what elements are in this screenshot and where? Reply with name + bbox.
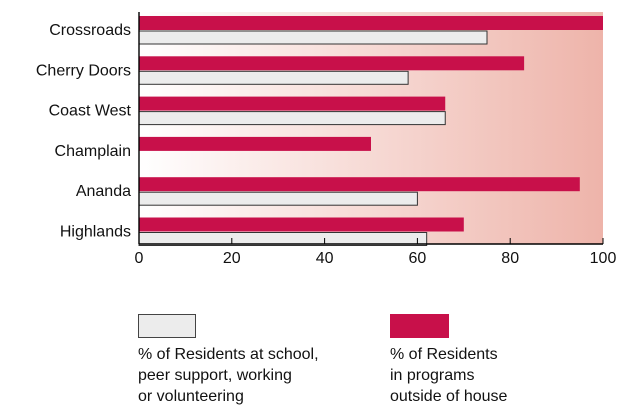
bar-programs-champlain	[139, 136, 371, 151]
legend-label-line: peer support, working	[138, 367, 292, 384]
category-label: Crossroads	[49, 22, 131, 39]
bar-programs-crossroads	[139, 16, 603, 30]
bar-programs-cherry-doors	[139, 56, 525, 71]
legend-swatch-activities	[138, 314, 196, 338]
x-tick-label: 20	[223, 250, 241, 267]
bar-activities-coast-west	[138, 111, 446, 126]
x-tick-label: 60	[409, 250, 427, 267]
category-label: Coast West	[49, 103, 132, 120]
legend-label-programs: % of Residents in programs outside of ho…	[390, 344, 507, 407]
legend-label-line: in programs	[390, 367, 475, 384]
category-label: Cherry Doors	[36, 62, 131, 79]
category-label: Highlands	[60, 224, 131, 241]
legend-swatch-programs	[390, 314, 449, 338]
category-label: Ananda	[76, 183, 131, 200]
x-tick-label: 100	[590, 250, 617, 267]
bar-chart: Crossroads Cherry Doors Coast West Champlai…	[36, 12, 617, 267]
legend-label-line: % of Residents	[390, 346, 498, 363]
legend-label-line: outside of house	[390, 388, 508, 405]
plot-background	[139, 12, 603, 244]
bar-programs-highlands	[139, 217, 464, 232]
category-label: Champlain	[55, 143, 131, 160]
bar-activities-ananda	[138, 191, 418, 206]
legend-label-line: % of Residents at school,	[138, 346, 319, 363]
x-tick-label: 80	[501, 250, 519, 267]
legend-label-activities: % of Residents at school, peer support, …	[138, 344, 319, 407]
bar-activities-cherry-doors	[138, 70, 409, 85]
bar-programs-ananda	[139, 177, 580, 192]
x-tick-label: 0	[135, 250, 144, 267]
x-tick-label: 40	[316, 250, 334, 267]
bar-activities-crossroads	[138, 30, 488, 45]
bar-programs-coast-west	[139, 96, 446, 111]
legend-label-line: or volunteering	[138, 388, 244, 405]
